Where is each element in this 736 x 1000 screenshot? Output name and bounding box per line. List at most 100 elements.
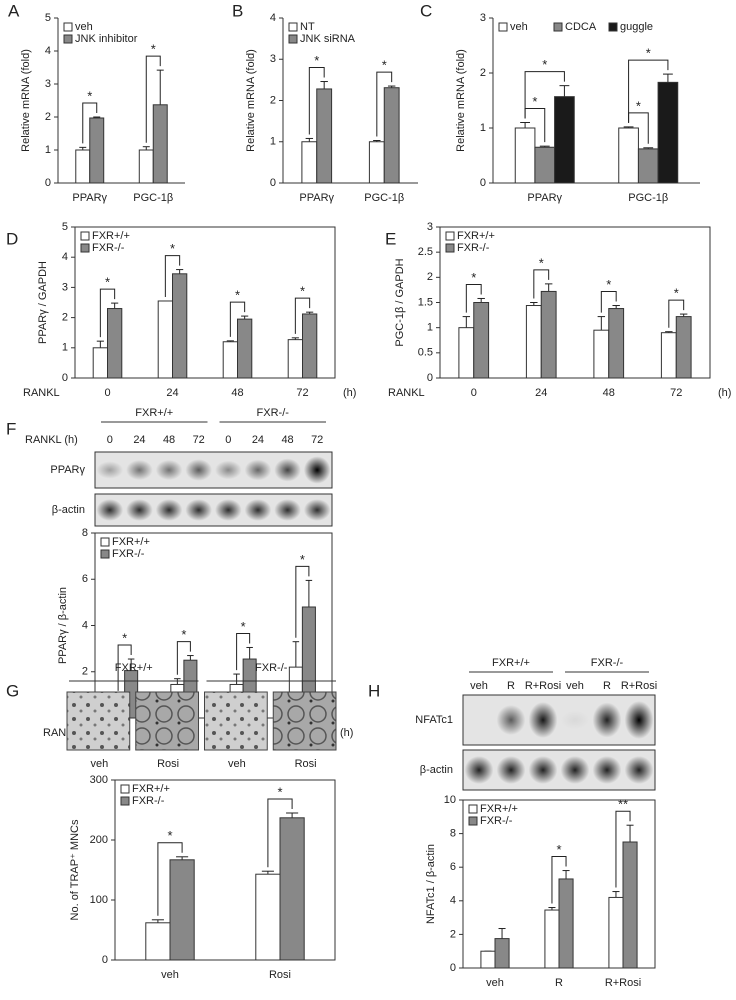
significance-label: * xyxy=(674,286,679,301)
legend-label: guggle xyxy=(620,21,653,33)
group-label: FXR+/+ xyxy=(492,657,530,669)
y-tick-label: 2 xyxy=(62,312,68,324)
x-tick-label: Rosi xyxy=(269,969,291,981)
x-tick-label: 72 xyxy=(296,387,308,399)
significance-bracket xyxy=(117,644,132,691)
legend-swatch xyxy=(120,784,130,794)
bar xyxy=(279,817,305,961)
y-tick-label: 3 xyxy=(427,221,433,233)
legend-swatch xyxy=(468,816,478,826)
y-axis-label: Relative mRNA (fold) xyxy=(245,49,257,152)
significance-bracket xyxy=(533,269,550,299)
significance-label: * xyxy=(556,842,561,857)
x-tick-label: R+Rosi xyxy=(605,977,641,989)
y-tick-label: 6 xyxy=(82,573,88,585)
x-tick-label: PPARγ xyxy=(299,192,334,204)
legend-label: FXR-/- xyxy=(92,242,125,254)
x-tick-label: 0 xyxy=(471,387,477,399)
legend-label: FXR+/+ xyxy=(457,230,495,242)
blot-band xyxy=(214,460,242,480)
significance-bracket xyxy=(465,283,482,313)
lane-label: 0 xyxy=(225,434,231,446)
y-tick-label: 1 xyxy=(270,136,276,148)
bar xyxy=(534,146,556,184)
significance-label: * xyxy=(542,57,547,72)
x-tick-label: PGC-1β xyxy=(364,192,404,204)
blot-band xyxy=(185,499,213,521)
y-tick-label: 4 xyxy=(450,895,456,907)
legend-swatch xyxy=(100,549,110,559)
legend-swatch xyxy=(80,231,90,241)
y-tick-label: 2 xyxy=(270,94,276,106)
panel-letter: H xyxy=(368,681,380,700)
panel-letter: E xyxy=(385,229,396,248)
blot-row-label: NFATc1 xyxy=(415,714,453,726)
bar xyxy=(540,290,557,379)
y-axis-label: NFATc1 / β-actin xyxy=(425,844,437,924)
significance-bracket xyxy=(308,67,325,135)
bar xyxy=(255,873,281,961)
bar xyxy=(92,347,108,379)
image-label: Rosi xyxy=(295,758,317,770)
panel-letter: A xyxy=(8,1,20,20)
group-label: FXR-/- xyxy=(257,407,290,419)
significance-bracket xyxy=(600,291,617,313)
blot-band xyxy=(155,499,183,521)
bar xyxy=(107,308,123,379)
significance-label: * xyxy=(235,288,240,303)
panel-letter: B xyxy=(232,1,243,20)
lane-label: 72 xyxy=(193,434,205,446)
blot-band xyxy=(185,459,213,481)
micrograph xyxy=(204,691,268,751)
x-unit: (h) xyxy=(343,387,356,399)
bar xyxy=(368,141,385,184)
bar xyxy=(473,302,490,379)
significance-bracket xyxy=(236,632,251,671)
blot-band xyxy=(244,459,272,481)
lane-label: R+Rosi xyxy=(621,680,657,692)
legend-label: veh xyxy=(75,21,93,33)
lane-label: 24 xyxy=(252,434,264,446)
significance-label: * xyxy=(300,284,305,299)
bar xyxy=(637,148,659,184)
bar xyxy=(544,909,560,969)
bar xyxy=(675,316,692,379)
x-tick-label: 24 xyxy=(166,387,178,399)
y-tick-label: 1 xyxy=(62,342,68,354)
y-tick-label: 2.5 xyxy=(418,246,433,258)
y-tick-label: 4 xyxy=(62,251,68,263)
bar xyxy=(222,341,238,379)
bar xyxy=(145,922,171,961)
y-tick-label: 2 xyxy=(45,111,51,123)
blot-band xyxy=(155,459,183,481)
significance-label: * xyxy=(532,94,537,109)
legend-swatch xyxy=(288,22,298,32)
y-tick-label: 5 xyxy=(62,221,68,233)
y-tick-label: 1 xyxy=(480,122,486,134)
bar xyxy=(172,273,188,379)
lane-label: 0 xyxy=(107,434,113,446)
bar xyxy=(75,149,91,184)
significance-bracket xyxy=(295,565,310,638)
blot-band xyxy=(126,459,153,481)
y-tick-label: 1.5 xyxy=(418,296,433,308)
y-axis-label: No. of TRAP⁺ MNCs xyxy=(69,819,81,920)
bar xyxy=(480,950,496,969)
significance-bracket xyxy=(145,55,161,143)
bar xyxy=(593,329,610,379)
significance-label: * xyxy=(122,630,127,645)
lane-header: RANKL (h) xyxy=(25,434,78,446)
bar xyxy=(237,318,253,379)
legend-label: FXR-/- xyxy=(480,815,513,827)
legend-swatch xyxy=(120,796,130,806)
significance-label: * xyxy=(646,46,651,61)
bar xyxy=(302,313,318,379)
bar xyxy=(558,878,574,969)
significance-label: * xyxy=(382,58,387,73)
panel-letter: F xyxy=(6,419,16,438)
x-tick-label: R xyxy=(555,977,563,989)
x-tick-label: 48 xyxy=(603,387,615,399)
blot-band xyxy=(528,702,558,738)
legend-label: FXR-/- xyxy=(132,795,165,807)
y-tick-label: 3 xyxy=(480,12,486,24)
